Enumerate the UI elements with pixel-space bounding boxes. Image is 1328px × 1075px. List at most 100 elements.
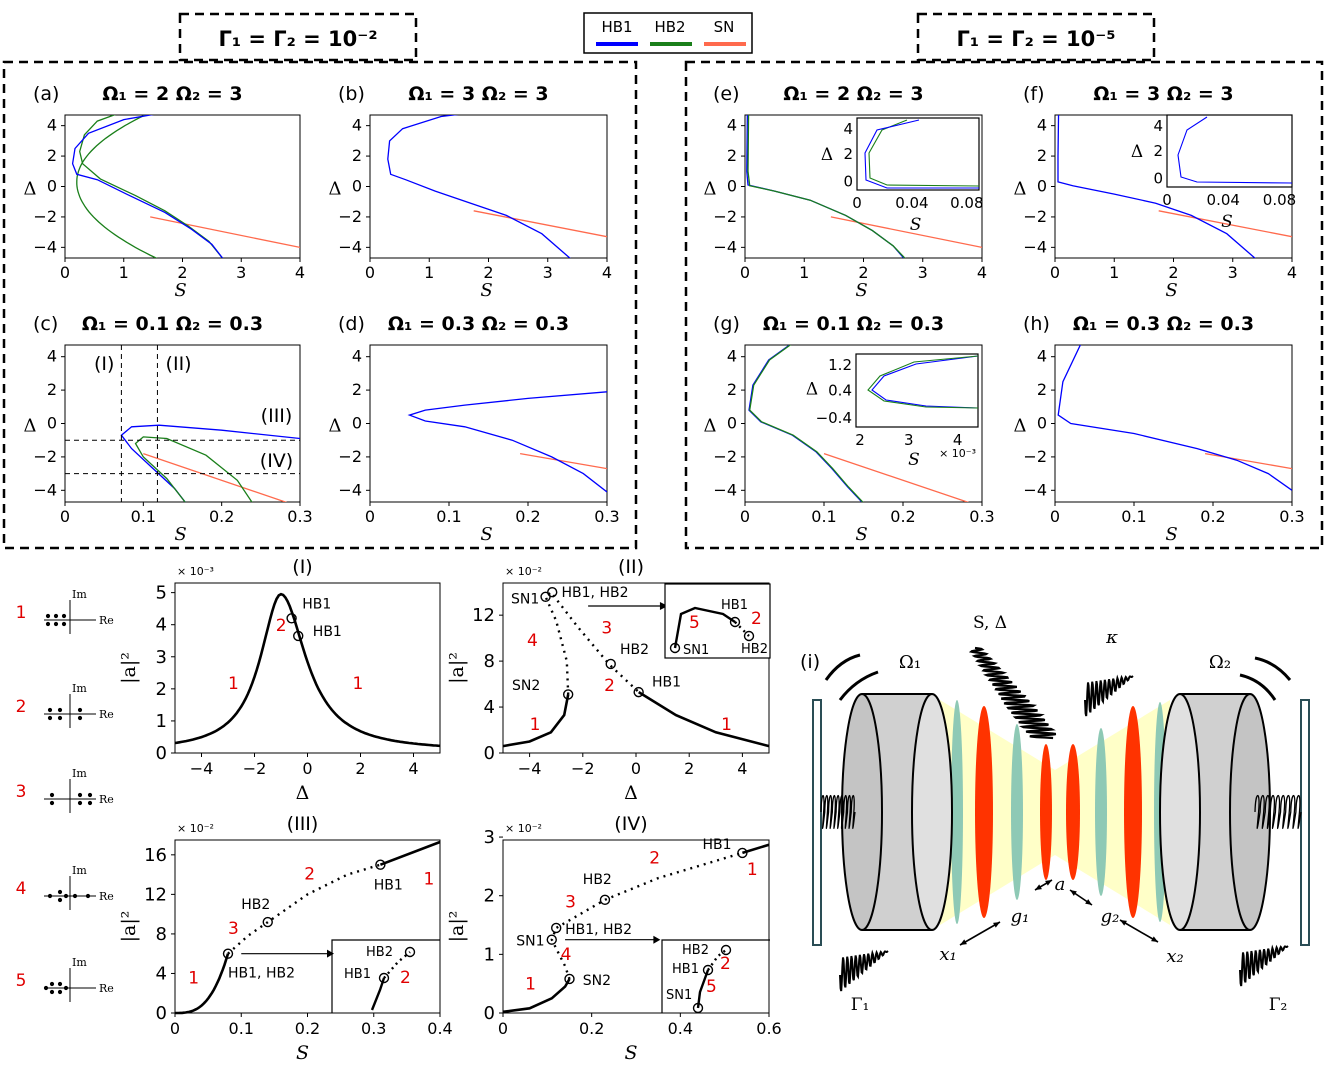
y-tick-label: 0 — [484, 743, 495, 764]
x-tick-label: 3 — [1228, 263, 1238, 282]
bifurcation-marker — [375, 859, 386, 870]
y-tick-label: −2 — [1023, 207, 1047, 226]
legend-hb1-label: HB1 — [601, 18, 632, 36]
left-wall — [812, 699, 822, 946]
x-tick-label: 4 — [408, 759, 418, 778]
y-axis-label: Δ — [1014, 416, 1027, 437]
gamma-right-box — [916, 12, 1156, 62]
region-number: 1 — [188, 968, 199, 988]
inset-y-tick: 2 — [843, 145, 853, 163]
field-node — [951, 700, 963, 924]
y-axis-label: Δ — [24, 179, 37, 200]
inset-frame — [664, 583, 771, 659]
gamma2-label: Γ₂ — [1269, 995, 1288, 1015]
sn-curve — [1204, 452, 1292, 470]
x-tick-label: 0.1 — [1121, 507, 1146, 526]
x-tick-label: 4 — [295, 263, 305, 282]
inset-x-tick: 0 — [852, 194, 862, 212]
y-axis-label: |a|² — [118, 911, 140, 943]
field-node — [1124, 706, 1142, 918]
x-axis-label: S — [855, 524, 867, 545]
kappa-decay — [1084, 674, 1134, 717]
inset-y-label: Δ — [806, 380, 818, 400]
eigenvalue-dot — [49, 800, 55, 806]
region-number: 1 — [525, 975, 536, 995]
eigenvalue-diagram-5: Im Re — [43, 956, 114, 1002]
arrow-head — [993, 922, 1000, 928]
drive-arc — [838, 670, 879, 701]
inset-label-hb2: HB2 — [741, 642, 768, 657]
eigenvalue-dot — [47, 893, 53, 899]
inset-y-tick: 4 — [843, 120, 853, 138]
panel-title: (II) — [618, 556, 644, 578]
eigenvalue-dot — [57, 715, 63, 721]
inset-hb2-curve — [867, 355, 979, 409]
y-tick-label: 0 — [727, 177, 737, 196]
inset-x-label: S — [910, 215, 922, 235]
curves — [71, 115, 300, 258]
x-tick-label: 0 — [1050, 263, 1060, 282]
drive-arc — [1239, 673, 1277, 701]
sn-curve — [830, 216, 982, 249]
eigenvalue-dot — [77, 707, 83, 713]
eigenvalue-dot — [63, 893, 69, 899]
bifurcation-marker — [222, 948, 234, 959]
im-axis-label: Im — [72, 588, 87, 601]
legend-sn-label: SN — [714, 18, 735, 36]
region-number: 1 — [747, 860, 758, 880]
x-tick-label: 4 — [977, 263, 987, 282]
field-node — [1040, 744, 1052, 880]
re-axis-label: Re — [99, 614, 114, 627]
label-hb1: HB1 — [374, 877, 403, 893]
x-axis-label: S — [174, 280, 186, 301]
y-axis-label: Δ — [1014, 179, 1027, 200]
bifurcation-marker — [293, 630, 304, 642]
sn-curve — [473, 210, 607, 238]
bifurcation-marker — [743, 630, 755, 642]
x-tick-label: 0 — [60, 507, 70, 526]
y-tick-label: 2 — [352, 380, 362, 399]
y-tick-label: 0 — [1037, 414, 1047, 433]
x-tick-label: −2 — [243, 759, 267, 778]
left-group-box — [2, 60, 638, 550]
eigenvalue-dot — [87, 792, 93, 798]
panel-title: Ω₁ = 3 Ω₂ = 3 — [1093, 83, 1233, 105]
eigenvalue-diagram-3: Im Re — [44, 767, 114, 813]
label-hb2: HB2 — [620, 642, 649, 658]
x-axis-label: S — [624, 1042, 637, 1064]
x-tick-label: 0.3 — [287, 507, 312, 526]
x-tick-label: 4 — [602, 263, 612, 282]
hb1-curve — [1057, 115, 1256, 258]
inset-region-number: 2 — [751, 609, 762, 629]
panel-g: 0 0.1 0.2 0.3 4 2 0 −2 −4 S Δ (g) Ω₁ = 0.1 Ω₂ = 0.3 2… — [704, 313, 995, 545]
gamma-left-box — [178, 12, 418, 62]
legend-hb2-label: HB2 — [654, 18, 685, 36]
inset-frame — [661, 939, 770, 1013]
hb1-curve — [407, 391, 607, 493]
x-tick-label: −4 — [518, 759, 542, 778]
y-tick-label: 4 — [727, 347, 737, 366]
sn-curve — [519, 452, 607, 470]
y-tick-label: 0 — [727, 414, 737, 433]
region-number: 2 — [276, 616, 287, 636]
field-node — [1095, 728, 1107, 896]
re-axis-label: Re — [99, 708, 114, 721]
y-tick-label: 4 — [1037, 116, 1047, 135]
curves — [407, 391, 607, 493]
eigenvalue-dot — [85, 893, 91, 899]
region-number: 3 — [228, 919, 239, 939]
x-axis-label: S — [480, 524, 492, 545]
x-tick-label: 2 — [684, 759, 694, 778]
plot-frame — [1054, 344, 1293, 503]
arrow-head — [1151, 936, 1158, 942]
im-axis-label: Im — [72, 767, 87, 780]
y-tick-label: 8 — [156, 924, 167, 945]
y-tick-label: 8 — [484, 651, 495, 672]
gamma-left-label: Γ₁ = Γ₂ = 10⁻² — [218, 27, 377, 51]
axis-multiplier: × 10⁻² — [177, 822, 214, 835]
gamma1-decay — [839, 949, 889, 992]
sn-curve — [150, 216, 300, 249]
y-tick-label: 0 — [352, 414, 362, 433]
im-axis-label: Im — [72, 682, 87, 695]
